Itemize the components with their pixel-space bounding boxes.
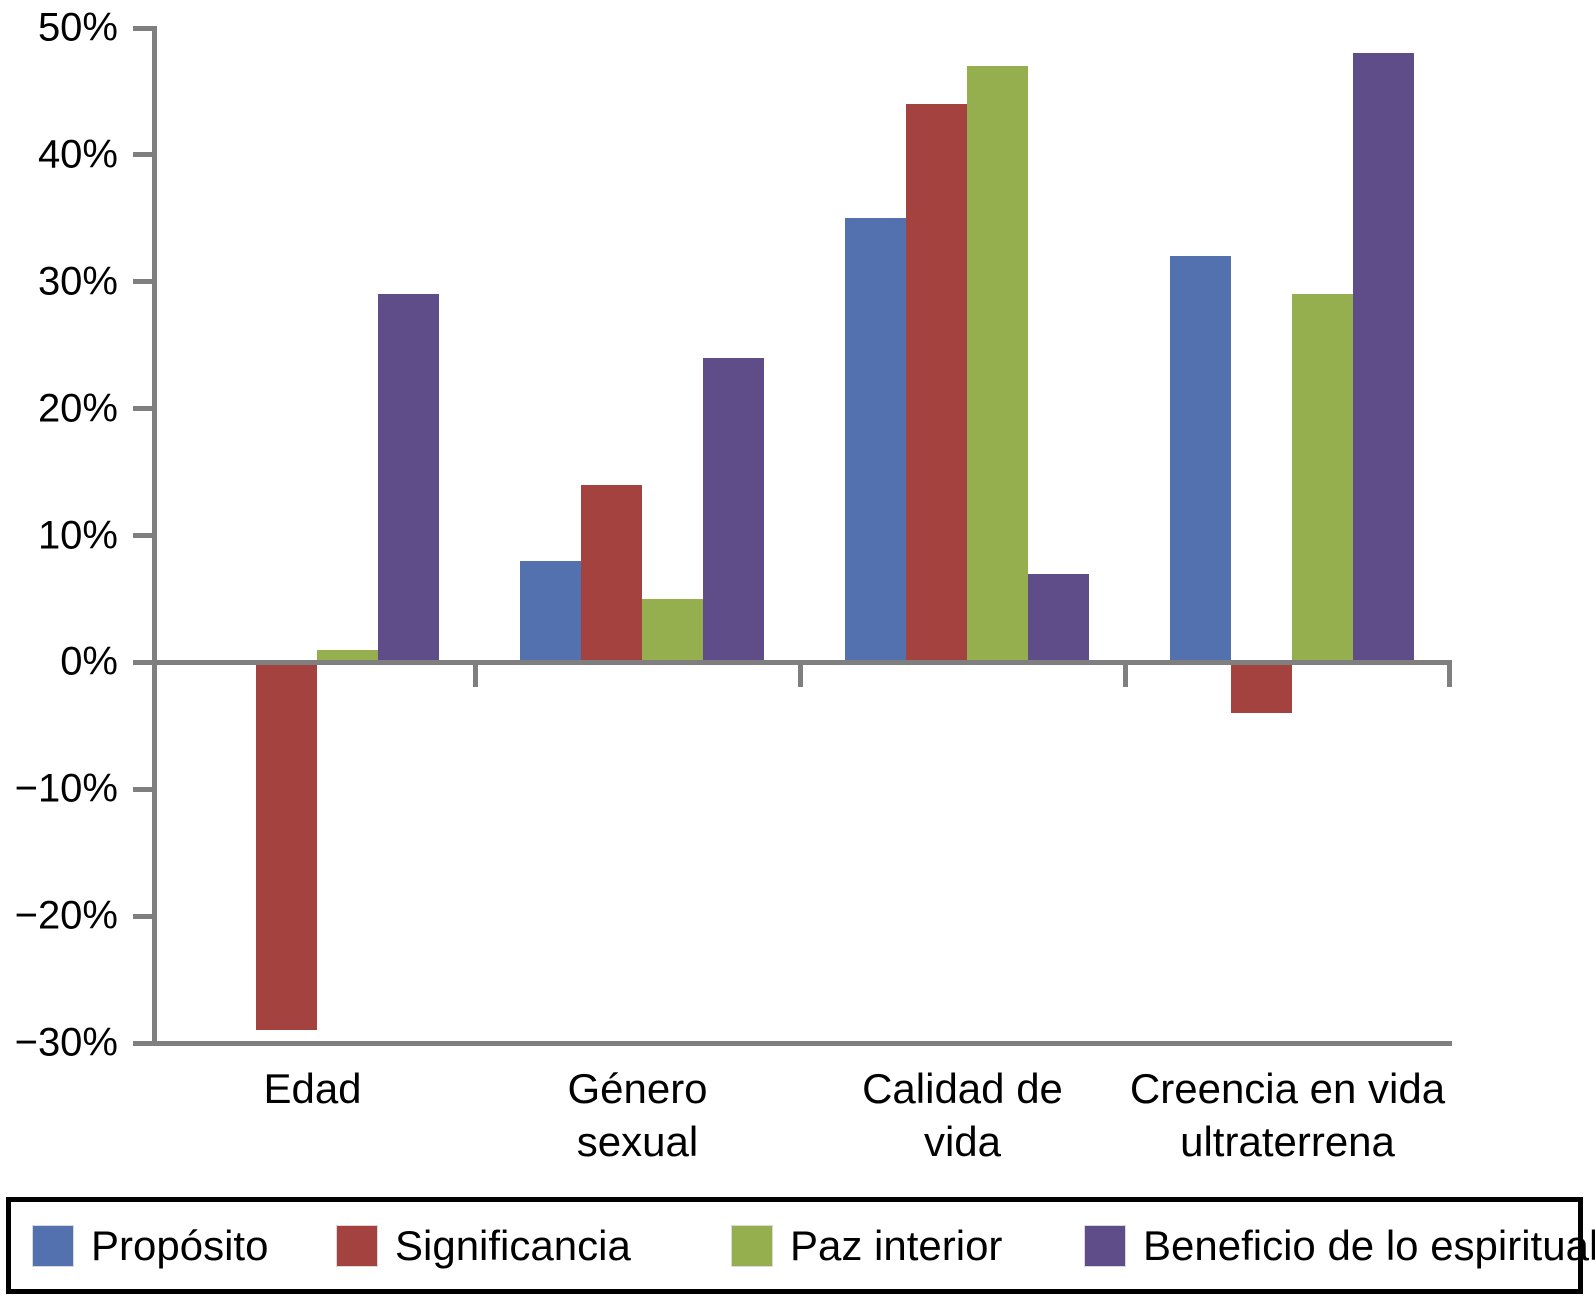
legend-item-proposito: Propósito [32,1221,269,1270]
y-tick-label: −30% [14,1020,118,1065]
y-tick-mark [133,533,152,538]
y-tick-mark [133,659,152,665]
bar-significancia-group1 [581,484,642,663]
bar-significancia-group2 [906,104,967,663]
legend-swatch-beneficio-espiritual [1084,1224,1126,1267]
legend-label-proposito: Propósito [91,1221,269,1269]
y-tick-mark [133,913,152,919]
x-axis-label: Calidad de vida [733,1062,1193,1168]
legend-label-paz-interior: Paz interior [790,1221,1003,1269]
legend-item-significancia: Significancia [336,1221,631,1270]
x-axis-bottom-line [133,1041,1452,1046]
legend-label-beneficio-espiritual: Beneficio de lo espiritual [1143,1221,1595,1269]
y-tick-label: −10% [14,766,118,811]
x-axis-label-line: ultraterrena [1180,1118,1395,1165]
legend-item-paz-interior: Paz interior [731,1221,1003,1270]
x-axis-label-line: Calidad de [862,1065,1063,1112]
legend-swatch-paz-interior [731,1224,773,1267]
x-axis-label: Edad [83,1062,543,1115]
y-tick-label: 0% [60,639,118,684]
legend-label-significancia: Significancia [395,1221,631,1269]
bar-significancia-group3 [1231,662,1292,714]
y-tick-mark [133,152,152,158]
y-axis-line [152,26,157,1046]
y-tick-mark [133,786,152,792]
bar-paz-interior-group1 [642,598,703,663]
bar-paz-interior-group2 [967,66,1028,663]
bar-paz-interior-group3 [1292,294,1353,663]
x-axis-label-line: Género [567,1065,708,1112]
y-tick-label: 40% [37,132,118,177]
category-tick [1122,662,1128,688]
x-axis-label-line: Edad [263,1065,362,1112]
bar-beneficio-espiritual-group2 [1028,573,1089,663]
y-tick-mark [133,279,152,285]
legend: Propósito Significancia Paz interior Benefi… [6,1197,1595,1294]
bar-paz-interior-group0 [317,649,378,663]
y-tick-mark [133,406,152,412]
bar-beneficio-espiritual-group0 [378,294,439,663]
y-tick-mark [133,25,152,31]
y-tick-label: 20% [37,386,118,431]
bar-beneficio-espiritual-group3 [1353,53,1414,663]
legend-swatch-proposito [32,1224,74,1267]
category-tick [472,662,478,688]
bar-proposito-group1 [520,560,581,663]
x-axis-label-line: vida [923,1118,1002,1165]
y-tick-label: −20% [14,893,118,938]
x-axis-label: Creencia en vida ultraterrena [1058,1062,1518,1168]
bar-proposito-group3 [1170,256,1231,663]
axis-end-tick [1447,662,1452,688]
legend-item-beneficio-espiritual: Beneficio de lo espiritual [1084,1221,1595,1270]
y-tick-label: 30% [37,259,118,304]
y-tick-label: 10% [37,513,118,557]
x-axis-label: Género sexual [408,1062,868,1168]
legend-swatch-significancia [336,1224,378,1267]
category-tick [797,662,803,688]
x-axis-label-line: sexual [576,1118,699,1165]
bar-beneficio-espiritual-group1 [703,357,764,663]
y-tick-label: 50% [37,5,118,50]
bar-proposito-group2 [845,218,906,663]
x-axis-label-line: Creencia en vida [1129,1065,1446,1112]
bar-significancia-group0 [256,662,317,1031]
